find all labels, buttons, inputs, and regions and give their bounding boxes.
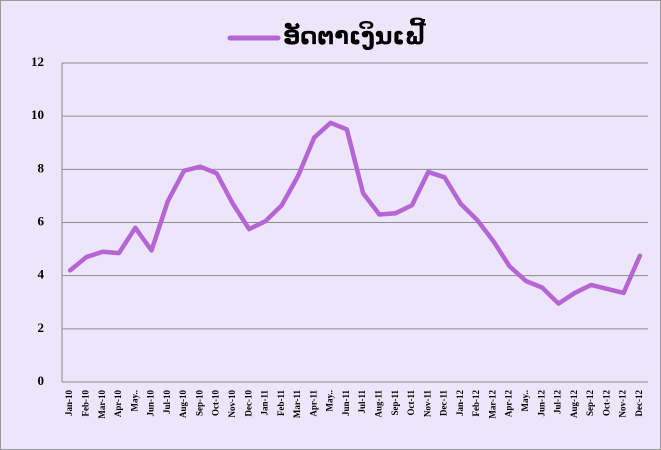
x-tick-label: Apr-12 bbox=[504, 390, 514, 418]
x-tick-label: Dec-12 bbox=[634, 390, 644, 417]
x-tick-label: Mar-10 bbox=[97, 390, 107, 419]
x-tick-label: Jul-12 bbox=[553, 390, 563, 415]
x-tick-label: Sep-11 bbox=[390, 390, 400, 416]
x-tick-label: Feb-12 bbox=[471, 390, 481, 417]
series-line bbox=[67, 120, 643, 306]
x-tick-label: Aug-11 bbox=[373, 390, 383, 418]
x-tick-label: Jan-12 bbox=[455, 390, 465, 417]
x-tick-label: Feb-10 bbox=[80, 390, 90, 417]
x-tick-label: May.. bbox=[325, 390, 335, 412]
x-tick-label: Nov-12 bbox=[618, 390, 628, 418]
x-tick-label: Oct-12 bbox=[601, 390, 611, 416]
y-tick-label: 0 bbox=[38, 373, 45, 388]
y-tick-label: 10 bbox=[31, 107, 44, 122]
x-tick-label: Aug-10 bbox=[178, 390, 188, 419]
y-tick-label: 4 bbox=[38, 267, 45, 282]
x-tick-label: Dec-10 bbox=[243, 390, 253, 417]
x-tick-label: May.. bbox=[520, 390, 530, 412]
x-tick-label: Nov-10 bbox=[227, 390, 237, 418]
x-tick-label: Nov-11 bbox=[422, 390, 432, 418]
x-tick-label: Sep-12 bbox=[585, 390, 595, 417]
x-tick-label: May.. bbox=[129, 390, 139, 412]
x-tick-label: Apr-10 bbox=[113, 390, 123, 418]
y-tick-label: 12 bbox=[31, 54, 44, 69]
x-tick-label: Feb-11 bbox=[276, 390, 286, 416]
x-tick-label: Sep-10 bbox=[194, 390, 204, 417]
y-tick-label: 8 bbox=[38, 160, 45, 175]
x-tick-label: Jul-10 bbox=[162, 390, 172, 415]
legend-label: ອັດຕາເງິນເຟີ້ bbox=[283, 15, 427, 50]
x-tick-label: Jun-10 bbox=[146, 390, 156, 417]
x-tick-label: Mar-12 bbox=[487, 390, 497, 419]
x-tick-label: Oct-11 bbox=[406, 390, 416, 416]
x-tick-label: Jan-11 bbox=[260, 390, 270, 416]
x-tick-label: Dec-11 bbox=[439, 390, 449, 416]
x-tick-label: Apr-11 bbox=[308, 390, 318, 417]
x-tick-label: Jun-12 bbox=[536, 390, 546, 417]
x-tick-label: Jul-11 bbox=[357, 390, 367, 414]
x-tick-label: Aug-12 bbox=[569, 390, 579, 419]
x-tick-label: Jan-10 bbox=[64, 390, 74, 417]
x-tick-label: Mar-11 bbox=[292, 390, 302, 419]
x-tick-label: Oct-10 bbox=[211, 390, 221, 416]
y-tick-label: 6 bbox=[38, 213, 45, 228]
y-tick-label: 2 bbox=[38, 320, 45, 335]
x-tick-label: Jun-11 bbox=[341, 390, 351, 417]
